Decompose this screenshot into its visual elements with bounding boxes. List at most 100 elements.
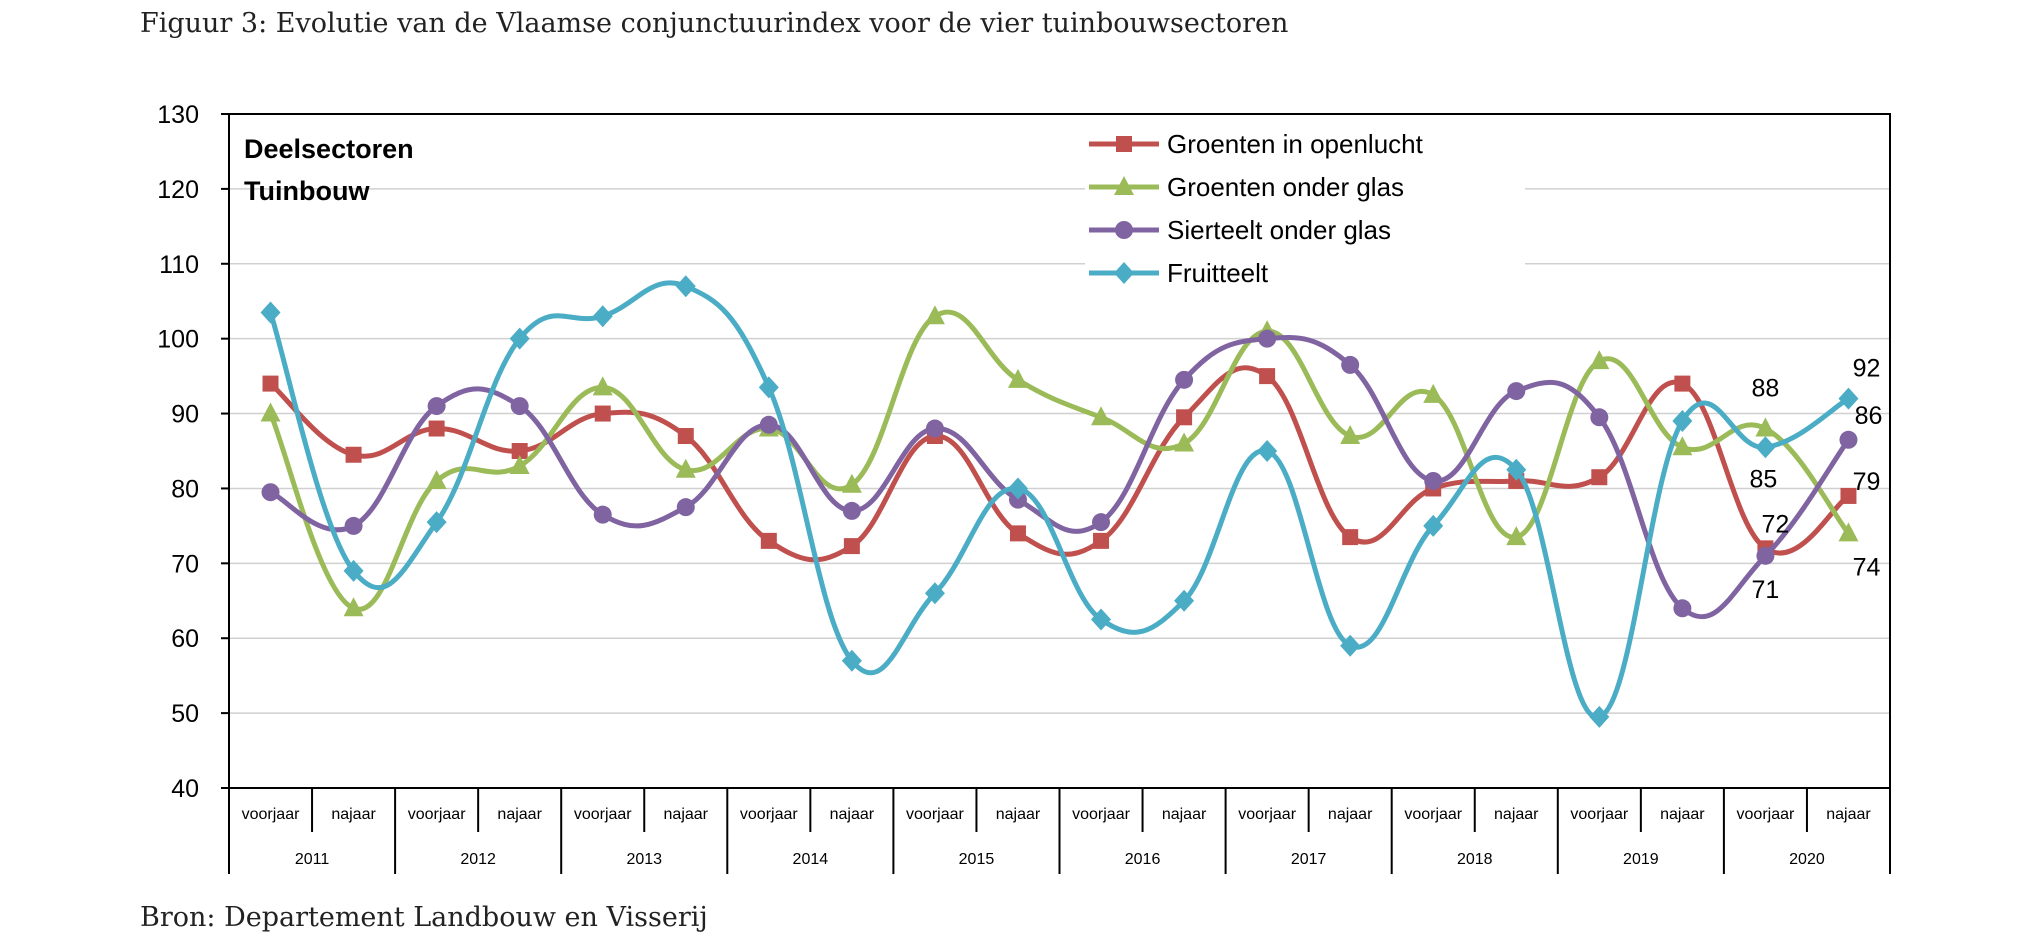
data-point-diamond <box>343 559 364 582</box>
data-point-diamond <box>1174 589 1195 612</box>
legend-label: Groenten onder glas <box>1167 172 1404 202</box>
data-point-triangle <box>592 376 613 396</box>
legend-label: Fruitteelt <box>1167 258 1269 288</box>
legend-label: Groenten in openlucht <box>1167 129 1424 159</box>
season-label: voorjaar <box>1072 806 1130 823</box>
data-point-circle <box>1092 513 1111 532</box>
data-label: 74 <box>1853 553 1881 581</box>
y-tick-label: 70 <box>171 550 199 578</box>
legend-item: Sierteelt onder glas <box>1089 215 1391 245</box>
season-label: voorjaar <box>242 806 300 823</box>
data-point-diamond <box>1091 608 1112 631</box>
data-point-circle <box>1590 408 1609 427</box>
year-label: 2012 <box>460 851 496 868</box>
data-point-square <box>677 428 694 445</box>
data-point-triangle <box>1423 383 1444 403</box>
y-tick-label: 40 <box>171 775 199 803</box>
series-lines <box>260 275 1859 728</box>
data-point-circle <box>1115 221 1133 239</box>
data-label: 71 <box>1752 576 1780 604</box>
legend-background <box>1085 120 1525 288</box>
data-point-circle <box>1839 430 1858 449</box>
data-point-diamond <box>1506 458 1527 481</box>
y-tick-label: 100 <box>157 326 199 354</box>
season-label: najaar <box>1328 806 1373 823</box>
season-label: najaar <box>1162 806 1207 823</box>
x-axis: voorjaar najaar voorjaar najaar voorjaar naja… <box>228 788 1891 874</box>
data-label: 79 <box>1853 468 1881 496</box>
data-point-square <box>1093 532 1110 549</box>
data-point-diamond <box>675 275 696 298</box>
data-point-square <box>594 405 611 422</box>
source-note: Bron: Departement Landbouw en Visserij <box>140 902 708 933</box>
season-label: najaar <box>1494 806 1539 823</box>
data-point-square <box>760 532 777 549</box>
data-point-circle <box>1507 382 1526 401</box>
chart-box-title-line2: Tuinbouw <box>244 176 370 206</box>
data-point-diamond <box>1672 410 1693 433</box>
data-point-square <box>1674 375 1691 392</box>
data-point-diamond <box>1423 514 1444 537</box>
legend-item: Groenten onder glas <box>1089 172 1404 202</box>
data-point-triangle <box>1589 350 1610 370</box>
chart-box-title-line1: Deelsectoren <box>244 134 414 164</box>
data-point-triangle <box>675 458 696 478</box>
data-point-diamond <box>1838 387 1859 410</box>
legend-item: Fruitteelt <box>1089 258 1269 288</box>
chart-overlay: Deelsectoren Tuinbouw Groenten in openluch… <box>244 120 1882 604</box>
data-point-square <box>345 446 362 463</box>
series-line <box>269 335 1851 620</box>
series-sierteelt-onder-glas <box>261 329 1858 620</box>
data-point-triangle <box>1672 436 1693 456</box>
data-point-triangle <box>1838 522 1859 542</box>
data-label: 72 <box>1762 510 1790 538</box>
figure-title: Figuur 3: Evolutie van de Vlaamse conjun… <box>140 8 1289 39</box>
data-point-diamond <box>509 327 530 350</box>
y-tick-label: 120 <box>157 176 199 204</box>
data-point-circle <box>676 498 695 517</box>
data-point-triangle <box>343 597 364 617</box>
data-point-square <box>1342 529 1359 546</box>
data-point-triangle <box>1007 368 1028 388</box>
data-point-diamond <box>841 649 862 672</box>
data-point-circle <box>1175 370 1194 389</box>
data-point-triangle <box>426 469 447 489</box>
data-point-triangle <box>1114 176 1134 195</box>
y-tick-label: 110 <box>159 251 199 279</box>
year-label: 2018 <box>1457 851 1493 868</box>
data-point-circle <box>1673 599 1692 618</box>
season-label: voorjaar <box>1570 806 1628 823</box>
data-point-diamond <box>426 511 447 534</box>
data-point-square <box>843 538 860 555</box>
data-point-diamond <box>260 301 281 324</box>
data-point-diamond <box>592 305 613 328</box>
season-label: voorjaar <box>1238 806 1296 823</box>
year-label: 2020 <box>1789 851 1825 868</box>
data-label: 92 <box>1853 355 1881 383</box>
series-line <box>268 280 1850 720</box>
data-point-diamond <box>1589 705 1610 728</box>
data-point-diamond <box>1340 634 1361 657</box>
data-point-circle <box>1258 329 1277 348</box>
data-point-triangle <box>841 473 862 493</box>
year-label: 2011 <box>295 851 330 868</box>
data-point-circle <box>510 397 529 416</box>
season-label: najaar <box>1660 806 1705 823</box>
season-label: najaar <box>996 806 1041 823</box>
data-point-diamond <box>1257 440 1278 462</box>
data-point-circle <box>1756 546 1775 565</box>
series-fruitteelt <box>260 275 1859 728</box>
data-point-triangle <box>1174 432 1195 452</box>
season-label: voorjaar <box>1737 806 1795 823</box>
data-point-square <box>1840 487 1857 504</box>
season-label: najaar <box>1826 806 1871 823</box>
data-point-diamond <box>758 376 779 399</box>
y-tick-label: 90 <box>171 401 199 429</box>
data-point-triangle <box>260 402 281 422</box>
data-point-square <box>428 420 445 437</box>
data-point-circle <box>261 483 280 502</box>
season-label: voorjaar <box>408 806 466 823</box>
data-point-triangle <box>1506 526 1527 546</box>
data-point-triangle <box>1755 417 1776 437</box>
